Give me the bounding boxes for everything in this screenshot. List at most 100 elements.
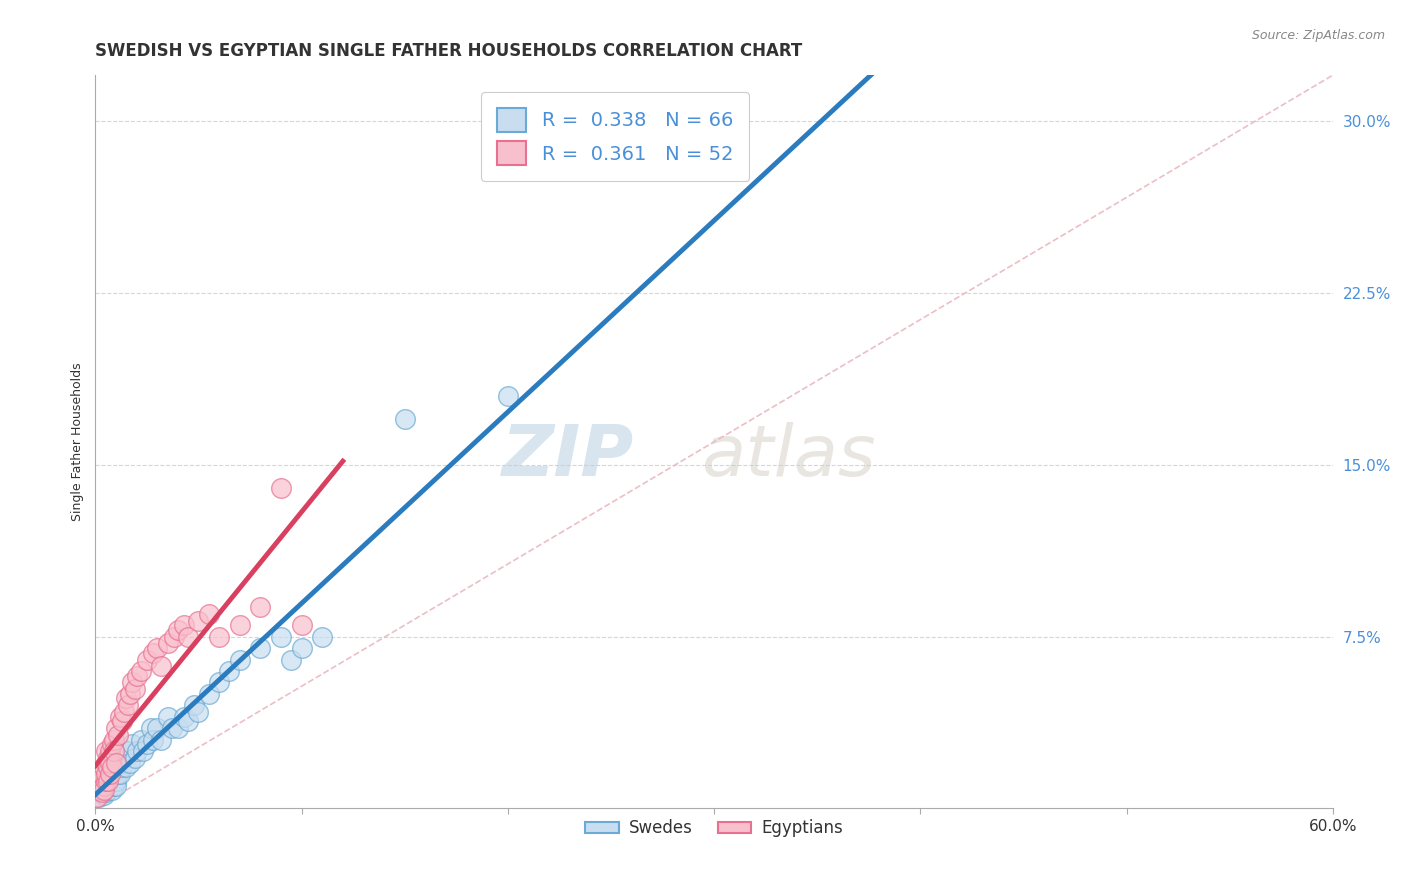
Point xyxy=(97,779,120,793)
Point xyxy=(107,728,129,742)
Point xyxy=(129,664,152,678)
Point xyxy=(90,779,112,793)
Point xyxy=(90,774,112,789)
Point xyxy=(104,767,127,781)
Point xyxy=(103,760,125,774)
Point xyxy=(291,641,314,656)
Point xyxy=(142,732,165,747)
Point xyxy=(108,756,131,770)
Point xyxy=(98,744,121,758)
Point xyxy=(103,744,125,758)
Text: Source: ZipAtlas.com: Source: ZipAtlas.com xyxy=(1251,29,1385,43)
Point xyxy=(104,774,127,789)
Text: ZIP: ZIP xyxy=(502,422,634,491)
Point xyxy=(163,630,186,644)
Point xyxy=(177,630,200,644)
Point xyxy=(98,767,121,781)
Point xyxy=(139,721,162,735)
Point xyxy=(125,744,148,758)
Point xyxy=(98,774,121,789)
Point xyxy=(125,668,148,682)
Point xyxy=(124,682,146,697)
Point xyxy=(98,756,121,770)
Point xyxy=(197,607,219,621)
Point xyxy=(90,783,112,797)
Point xyxy=(94,756,117,770)
Point xyxy=(107,767,129,781)
Point xyxy=(94,785,117,799)
Point xyxy=(115,760,138,774)
Point xyxy=(107,760,129,774)
Point xyxy=(97,751,120,765)
Point xyxy=(146,721,169,735)
Point xyxy=(183,698,205,713)
Point xyxy=(97,760,120,774)
Point xyxy=(218,664,240,678)
Point xyxy=(111,714,134,729)
Point xyxy=(104,721,127,735)
Point xyxy=(228,652,250,666)
Point xyxy=(101,737,124,751)
Point xyxy=(101,779,124,793)
Point xyxy=(104,779,127,793)
Point xyxy=(93,774,115,789)
Legend: Swedes, Egyptians: Swedes, Egyptians xyxy=(579,813,849,844)
Point xyxy=(97,774,120,789)
Text: SWEDISH VS EGYPTIAN SINGLE FATHER HOUSEHOLDS CORRELATION CHART: SWEDISH VS EGYPTIAN SINGLE FATHER HOUSEH… xyxy=(96,42,803,60)
Point xyxy=(249,599,271,614)
Point xyxy=(124,751,146,765)
Point xyxy=(104,756,127,770)
Point xyxy=(187,614,209,628)
Point xyxy=(93,779,115,793)
Point xyxy=(394,412,416,426)
Point xyxy=(108,710,131,724)
Point xyxy=(291,618,314,632)
Point xyxy=(111,751,134,765)
Point xyxy=(98,779,121,793)
Point xyxy=(93,760,115,774)
Point xyxy=(115,744,138,758)
Point xyxy=(249,641,271,656)
Point xyxy=(90,785,112,799)
Point xyxy=(112,705,135,719)
Point xyxy=(132,744,155,758)
Point xyxy=(142,646,165,660)
Point xyxy=(101,760,124,774)
Point xyxy=(93,788,115,802)
Point xyxy=(93,783,115,797)
Point xyxy=(101,767,124,781)
Point xyxy=(94,767,117,781)
Point xyxy=(94,744,117,758)
Point xyxy=(156,636,179,650)
Point xyxy=(156,710,179,724)
Point xyxy=(135,652,157,666)
Point xyxy=(120,687,142,701)
Point xyxy=(228,618,250,632)
Point xyxy=(208,630,231,644)
Point xyxy=(115,691,138,706)
Point xyxy=(173,710,195,724)
Point xyxy=(311,630,333,644)
Y-axis label: Single Father Households: Single Father Households xyxy=(72,362,84,521)
Point xyxy=(104,756,127,770)
Point xyxy=(94,774,117,789)
Point xyxy=(112,756,135,770)
Point xyxy=(208,675,231,690)
Point xyxy=(89,779,111,793)
Point xyxy=(150,732,173,747)
Point xyxy=(86,789,108,804)
Point xyxy=(103,732,125,747)
Point xyxy=(166,623,188,637)
Point xyxy=(94,767,117,781)
Point xyxy=(108,767,131,781)
Point xyxy=(101,760,124,774)
Point xyxy=(101,783,124,797)
Point xyxy=(94,780,117,795)
Point xyxy=(117,698,139,713)
Point xyxy=(120,756,142,770)
Point xyxy=(166,721,188,735)
Point xyxy=(90,767,112,781)
Point xyxy=(89,783,111,797)
Point xyxy=(89,789,111,804)
Point xyxy=(150,659,173,673)
